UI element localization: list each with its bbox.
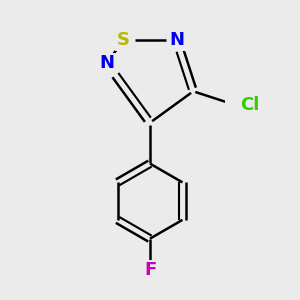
Text: S: S: [117, 32, 130, 50]
Text: N: N: [99, 54, 114, 72]
Text: Cl: Cl: [240, 96, 260, 114]
Text: F: F: [144, 262, 156, 280]
Text: N: N: [169, 32, 184, 50]
